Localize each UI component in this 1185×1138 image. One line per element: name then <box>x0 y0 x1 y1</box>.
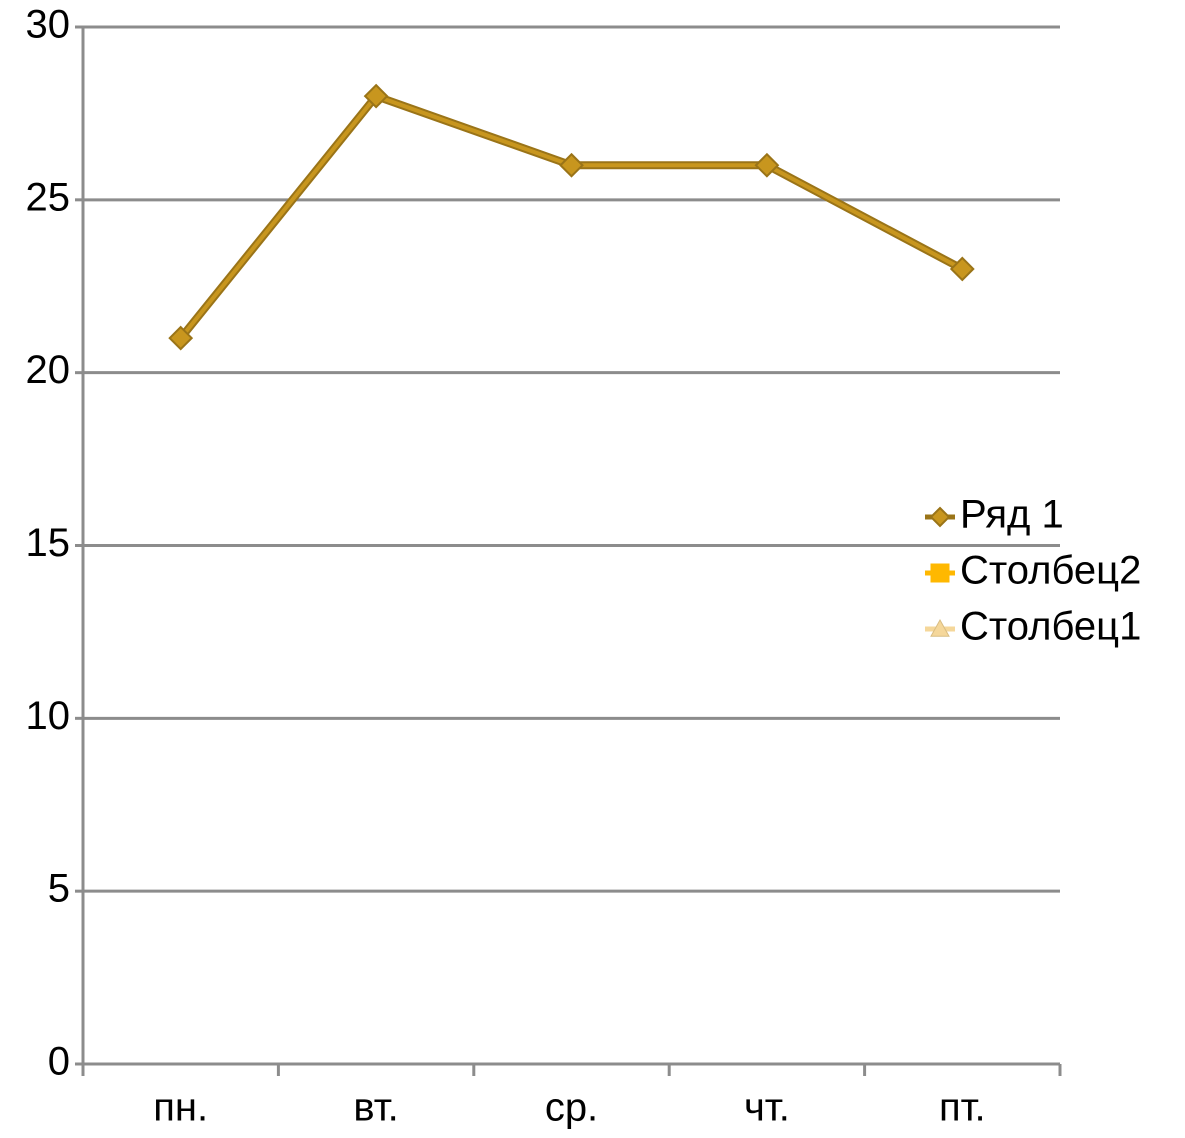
y-tick-label: 10 <box>26 694 71 738</box>
legend-label: Ряд 1 <box>960 493 1064 537</box>
x-tick-label: чт. <box>744 1086 790 1130</box>
marker <box>930 563 950 583</box>
marker <box>930 618 950 637</box>
legend-label: Столбец1 <box>960 605 1141 649</box>
y-tick-label: 5 <box>48 867 70 911</box>
x-tick-label: пт. <box>939 1086 986 1130</box>
line-outline <box>177 92 965 341</box>
y-tick-label: 0 <box>48 1040 70 1084</box>
y-tick-label: 20 <box>26 348 71 392</box>
marker <box>929 506 951 528</box>
y-tick-label: 15 <box>26 521 71 565</box>
legend-label: Столбец2 <box>960 549 1141 593</box>
y-tick-label: 25 <box>26 175 71 219</box>
marker <box>559 152 584 178</box>
marker <box>363 83 389 109</box>
x-tick-label: вт. <box>353 1086 398 1130</box>
x-tick-label: ср. <box>545 1086 598 1130</box>
marker <box>949 256 975 282</box>
marker <box>754 152 780 178</box>
x-tick-label: пн. <box>153 1086 208 1130</box>
y-tick-label: 30 <box>26 3 71 47</box>
series-line <box>179 94 964 340</box>
marker <box>168 325 194 351</box>
